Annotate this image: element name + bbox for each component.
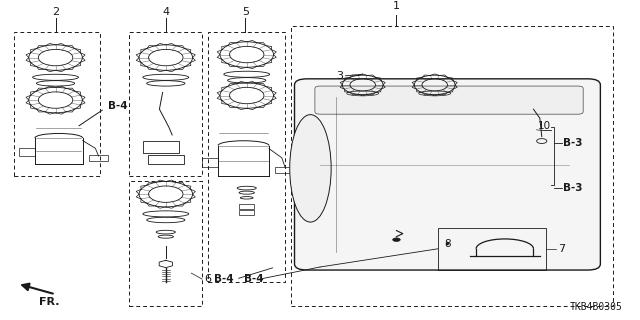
Text: 1: 1 [393,1,400,11]
Text: B-3: B-3 [563,183,583,193]
Text: 3: 3 [336,71,343,81]
Text: 6: 6 [204,274,211,284]
Text: B-4: B-4 [214,274,234,284]
Text: B-4: B-4 [108,101,128,111]
Bar [89,155,108,161]
Bar [143,141,179,153]
Bar [129,32,202,176]
Text: B-4: B-4 [244,274,263,284]
Bar [19,148,35,156]
Text: 2: 2 [52,7,59,17]
Bar [202,158,218,167]
Bar [129,180,202,307]
Bar [291,26,613,307]
Bar [438,228,546,270]
Bar [275,167,294,173]
Bar [14,32,100,176]
FancyBboxPatch shape [294,79,600,270]
Bar [148,155,184,164]
Text: 10: 10 [538,121,551,131]
Bar [239,204,254,209]
Text: FR.: FR. [39,297,60,307]
Text: TKB4B0305: TKB4B0305 [570,302,623,312]
Text: 5: 5 [242,7,249,17]
Circle shape [393,238,400,242]
FancyBboxPatch shape [315,86,583,114]
Text: 7: 7 [557,244,565,254]
Text: 4: 4 [162,7,170,17]
Ellipse shape [290,115,331,222]
Text: 8: 8 [444,239,451,249]
Text: B-3: B-3 [563,138,583,148]
Bar [209,32,285,282]
Bar [239,210,254,215]
